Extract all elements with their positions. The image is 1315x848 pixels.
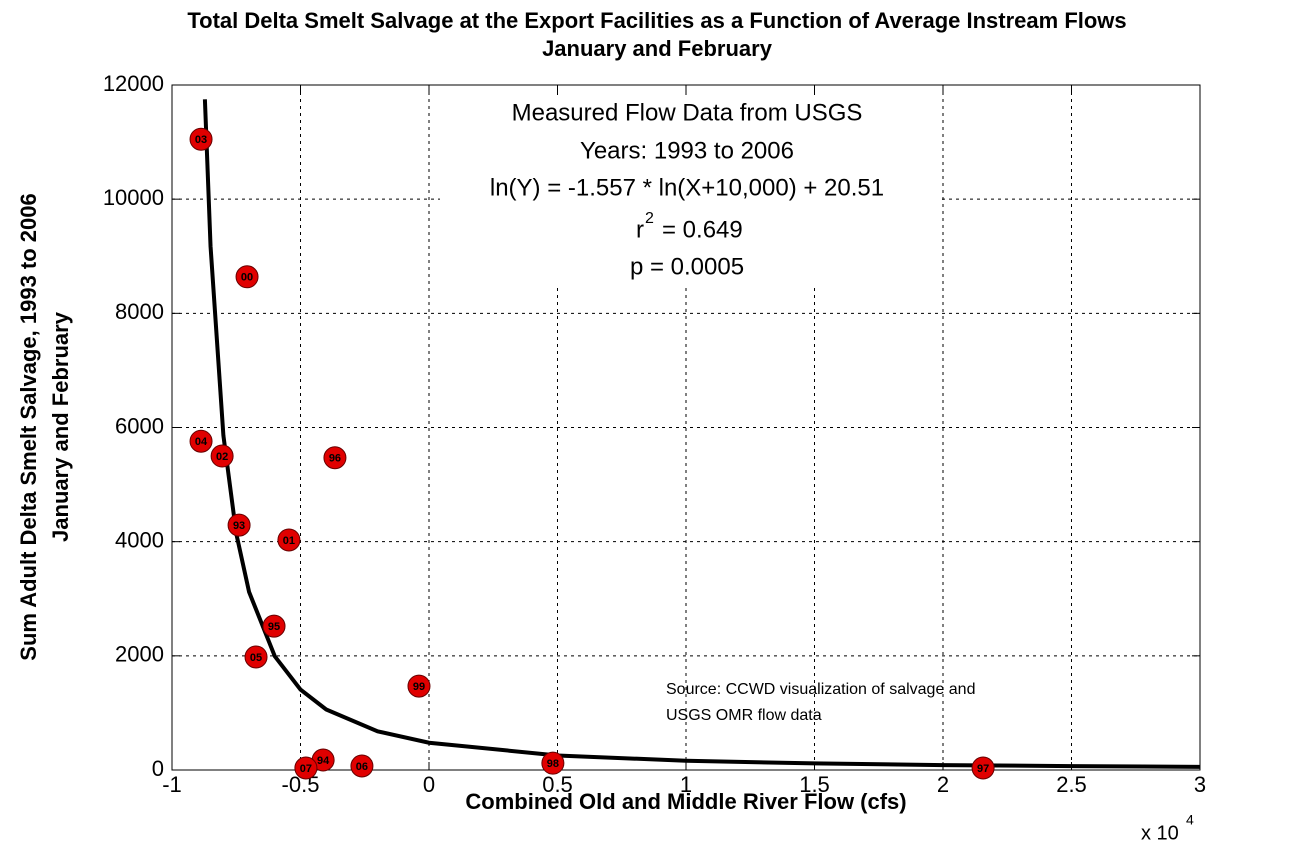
data-point <box>262 614 286 638</box>
point-label: 00 <box>241 272 253 284</box>
data-point <box>189 127 213 151</box>
data-point <box>210 444 234 468</box>
r-squared-value: = 0.649 <box>662 216 743 243</box>
annotation: Measured Flow Data from USGS <box>512 99 863 126</box>
y-tick-label: 8000 <box>115 299 164 324</box>
source-note: Source: CCWD visualization of salvage an… <box>666 681 975 698</box>
x-tick-label: 0 <box>423 772 435 797</box>
point-label: 07 <box>300 763 312 775</box>
point-label: 95 <box>268 621 280 633</box>
data-point <box>189 429 213 453</box>
data-point <box>407 674 431 698</box>
data-point <box>323 446 347 470</box>
point-label: 97 <box>977 763 989 775</box>
x-multiplier: x 10 <box>1141 822 1179 844</box>
p-value: p = 0.0005 <box>630 253 744 280</box>
point-label: 01 <box>283 535 295 547</box>
x-tick-label: 1.5 <box>799 772 830 797</box>
data-point <box>971 756 995 780</box>
point-label: 93 <box>233 520 245 532</box>
y-tick-label: 10000 <box>103 185 164 210</box>
point-label: 04 <box>195 436 208 448</box>
x-tick-label: 2 <box>937 772 949 797</box>
point-label: 06 <box>356 761 368 773</box>
y-tick-label: 6000 <box>115 413 164 438</box>
point-label: 03 <box>195 134 207 146</box>
annotation-box <box>440 98 940 288</box>
y-tick-label: 4000 <box>115 527 164 552</box>
y-axis-label: January and February <box>48 311 73 542</box>
y-tick-label: 12000 <box>103 71 164 96</box>
annotation: Years: 1993 to 2006 <box>580 137 794 164</box>
chart-subtitle: January and February <box>542 36 773 61</box>
data-point <box>277 528 301 552</box>
r-squared-symbol: r <box>636 216 644 243</box>
data-point <box>541 751 565 775</box>
x-axis-label: Combined Old and Middle River Flow (cfs) <box>465 789 906 814</box>
x-tick-label: 3 <box>1194 772 1206 797</box>
x-tick-label: 0.5 <box>542 772 573 797</box>
data-point <box>235 265 259 289</box>
y-axis-label: Sum Adult Delta Smelt Salvage, 1993 to 2… <box>16 193 41 660</box>
point-label: 05 <box>250 652 262 664</box>
x-multiplier-exponent: 4 <box>1186 812 1194 828</box>
x-tick-label: -1 <box>162 772 182 797</box>
point-label: 96 <box>329 453 341 465</box>
y-tick-label: 2000 <box>115 642 164 667</box>
y-tick-label: 0 <box>152 756 164 781</box>
point-label: 94 <box>317 755 330 767</box>
point-label: 98 <box>547 758 559 770</box>
r-squared-exponent: 2 <box>645 210 654 227</box>
source-note: USGS OMR flow data <box>666 707 822 724</box>
fit-curve <box>202 99 1201 769</box>
data-point <box>227 513 251 537</box>
x-tick-label: 2.5 <box>1056 772 1087 797</box>
data-point <box>350 754 374 778</box>
annotation: ln(Y) = -1.557 * ln(X+10,000) + 20.51 <box>490 174 884 201</box>
x-tick-label: 1 <box>680 772 692 797</box>
point-label: 02 <box>216 451 228 463</box>
chart-title: Total Delta Smelt Salvage at the Export … <box>187 8 1126 33</box>
data-point <box>244 645 268 669</box>
point-label: 99 <box>413 681 425 693</box>
data-point <box>294 756 318 780</box>
